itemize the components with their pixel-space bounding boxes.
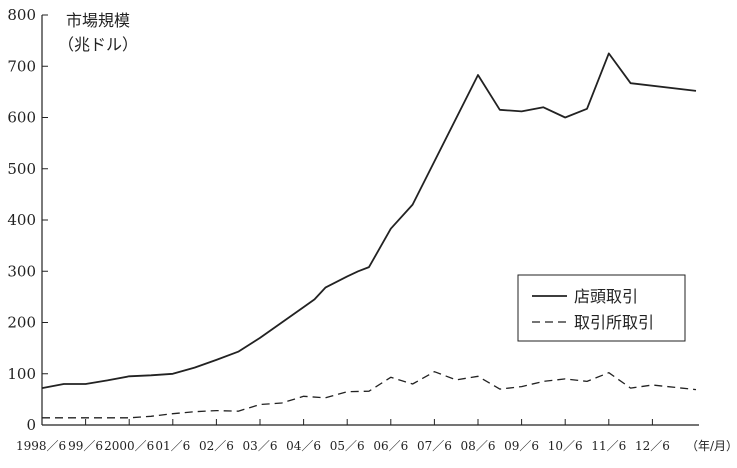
y-tick-label: 800 [7,6,36,24]
x-axis-unit-label: （年/月） [686,439,737,453]
x-tick-label: 1998／6 [16,439,66,453]
x-tick-label: 12／6 [635,439,670,453]
series-line-otc [41,52,697,389]
x-tick-label: 09／6 [504,439,539,453]
x-tick-label: 03／6 [243,439,278,453]
x-tick-label: 11／6 [591,439,626,453]
y-tick-label: 400 [7,211,36,229]
series-layer [41,52,697,419]
y-tick-label: 100 [7,365,36,383]
y-ticks: 0 100 200 300 400 500 600 700 800 [7,6,48,434]
x-tick-label: 06／6 [373,439,408,453]
y-axis-label-line1: 市場規模 [66,11,130,30]
legend: 店頭取引 取引所取引 [517,274,686,342]
series-line-exchange [42,371,697,419]
x-tick-label: 99／6 [68,439,103,453]
y-tick-label: 0 [26,416,36,434]
y-axis-label-line2: （兆ドル） [58,35,138,54]
x-tick-label: 05／6 [330,439,365,453]
y-tick-label: 700 [7,57,36,75]
x-tick-label: 10／6 [548,439,583,453]
legend-box [517,274,686,342]
y-tick-label: 300 [7,262,36,280]
x-tick-label: 07／6 [417,439,452,453]
legend-label-exchange: 取引所取引 [574,313,654,332]
x-tick-label: 2000／6 [104,439,154,453]
x-tick-label: 01／6 [155,439,190,453]
x-tick-label: 04／6 [286,439,321,453]
y-tick-label: 500 [7,160,36,178]
x-tick-label: 02／6 [199,439,234,453]
legend-label-otc: 店頭取引 [574,287,638,306]
x-tick-label: 08／6 [461,439,496,453]
y-tick-label: 600 [7,109,36,127]
y-tick-label: 200 [7,314,36,332]
x-ticks: 1998／6 99／6 2000／6 01／6 02／6 03／6 04／6 05／6 06／6… [16,419,670,453]
